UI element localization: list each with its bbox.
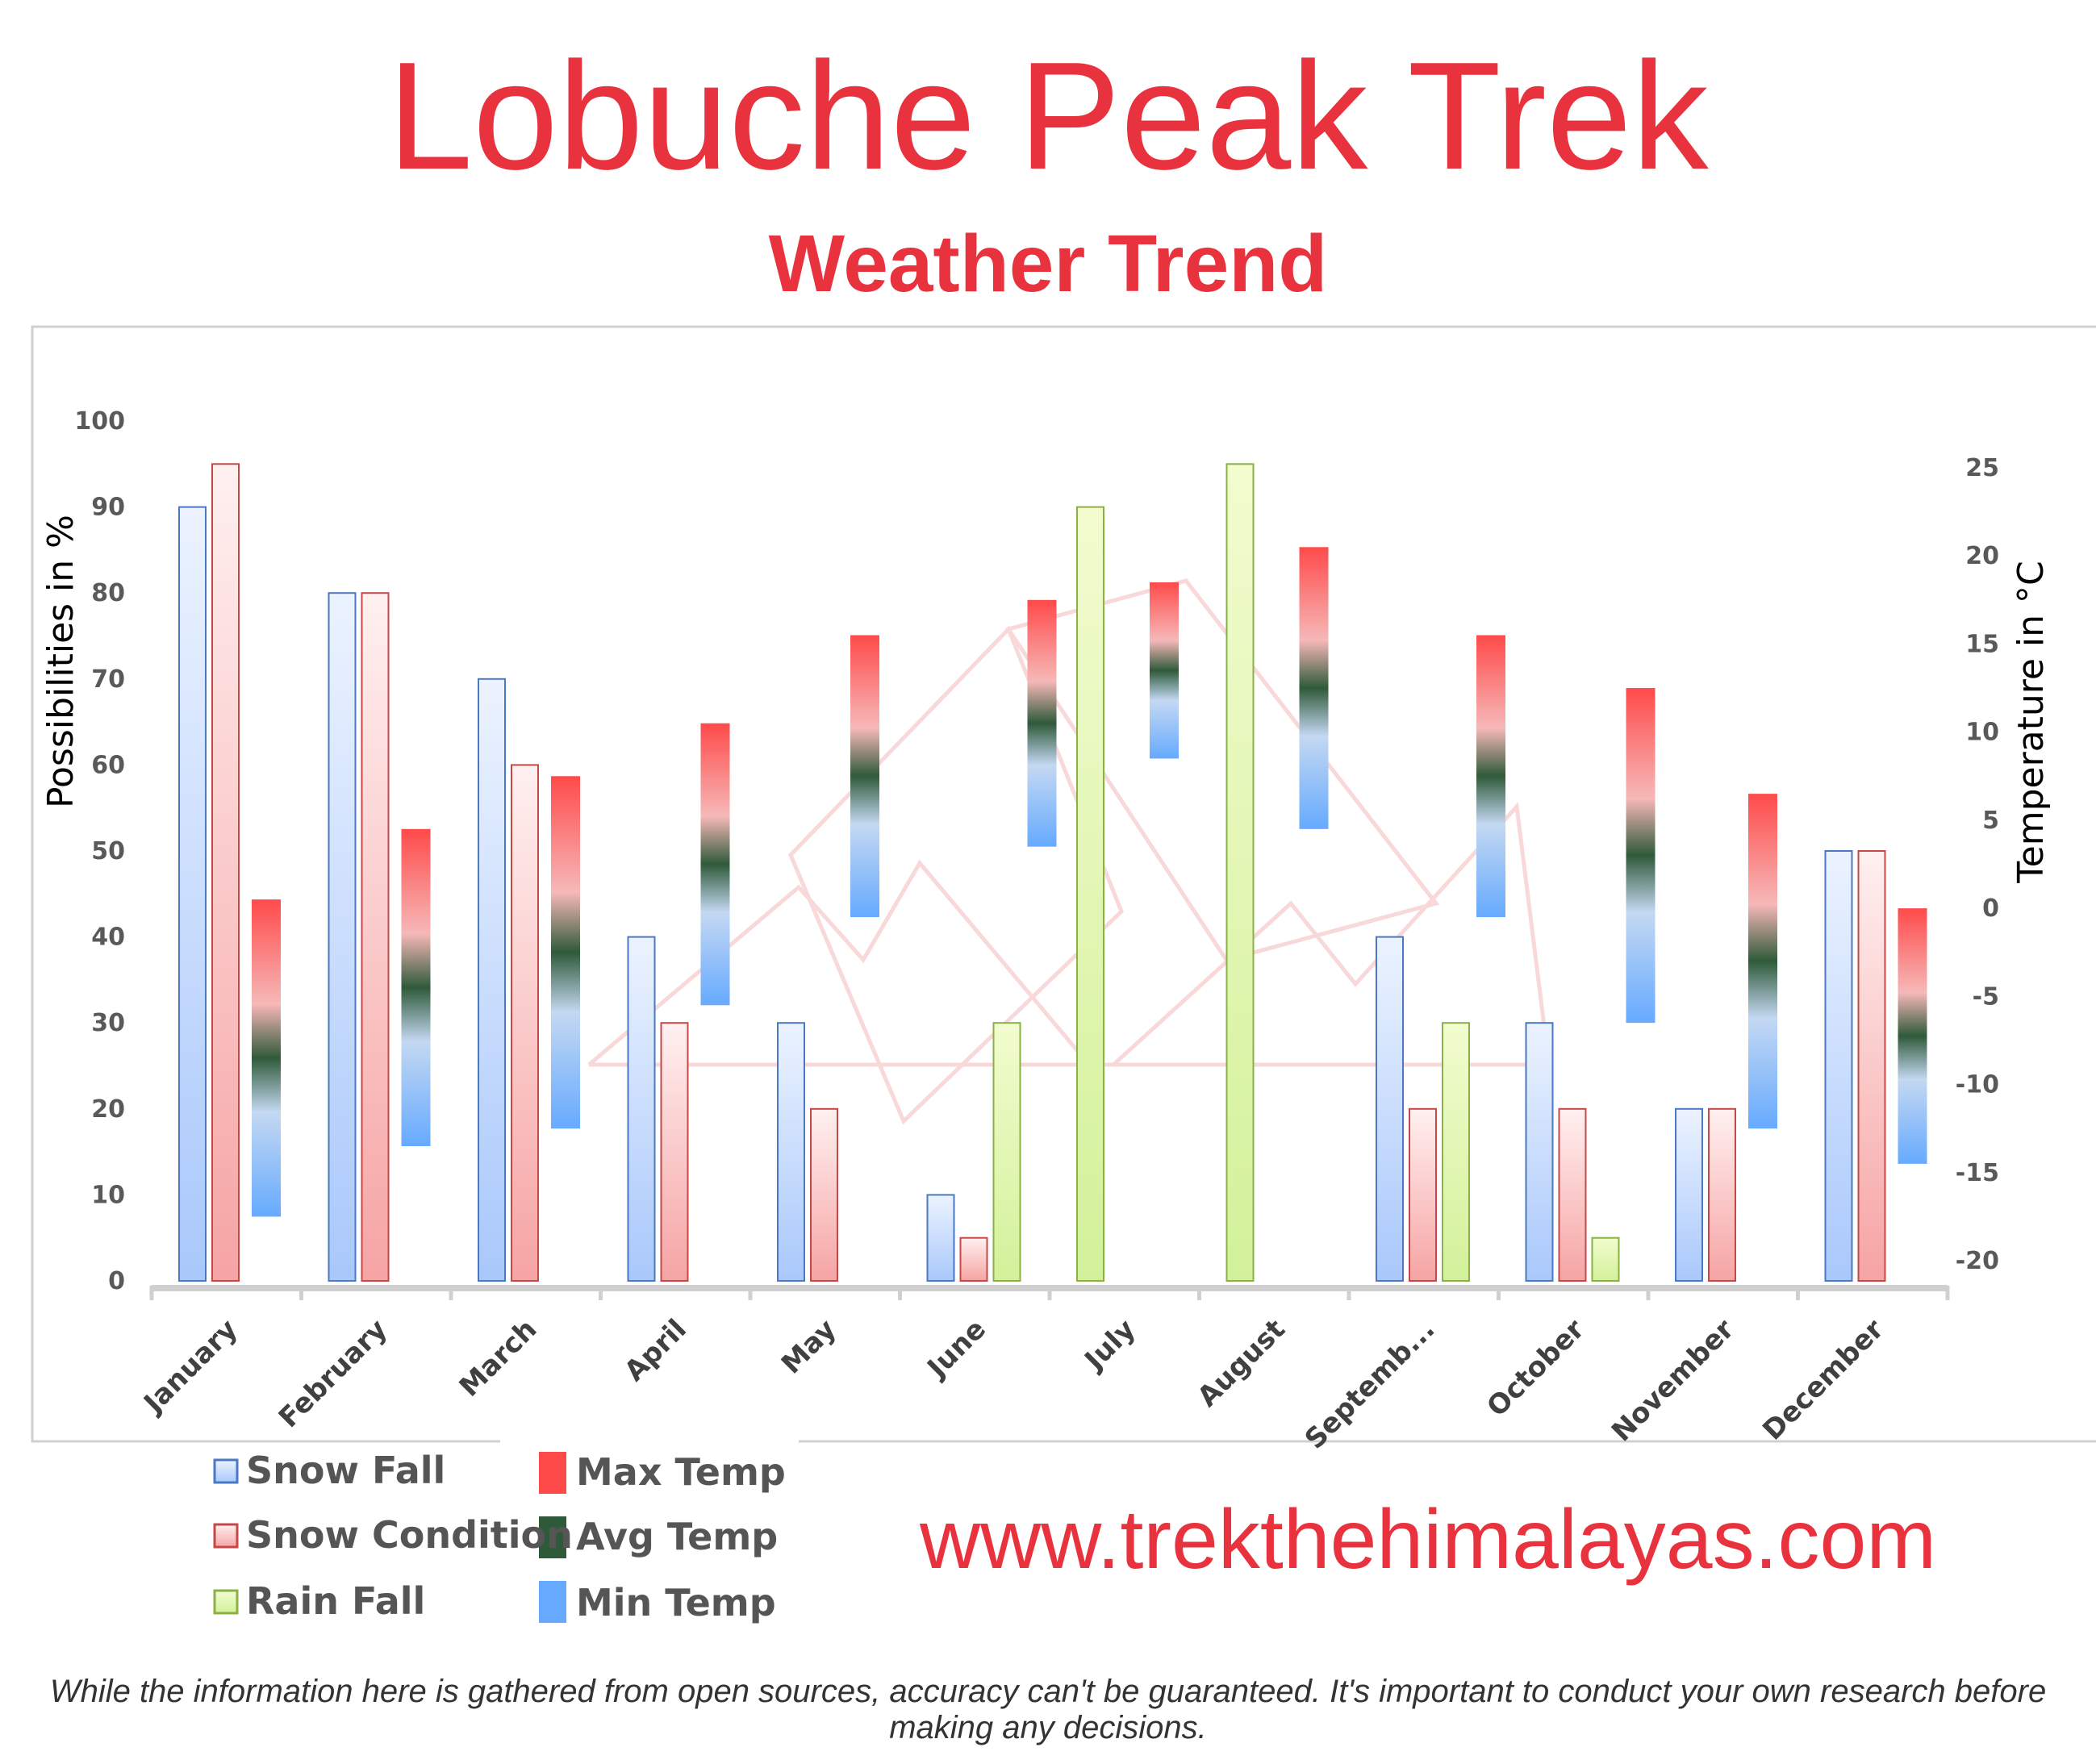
bar-rain-fall-october xyxy=(1591,1236,1620,1282)
bar-snow-condition-septemb xyxy=(1409,1107,1437,1282)
y-tick-label: 20 xyxy=(91,1095,125,1124)
bar-snow-fall-septemb xyxy=(1376,936,1404,1282)
temp-range-january xyxy=(252,899,281,1217)
bar-snow-fall-april xyxy=(627,936,656,1282)
bar-snow-condition-january xyxy=(211,463,240,1282)
temp-range-february xyxy=(401,828,431,1147)
bar-snow-fall-june xyxy=(926,1194,955,1282)
y2-tick-label: 10 xyxy=(1965,719,1999,747)
legend-swatch-avg-temp xyxy=(539,1516,566,1558)
bar-rain-fall-septemb xyxy=(1442,1022,1470,1282)
y-tick-label: 10 xyxy=(91,1181,125,1209)
y-tick-label: 80 xyxy=(91,579,125,607)
disclaimer-text: While the information here is gathered f… xyxy=(49,1674,2047,1745)
y2-tick-label: 15 xyxy=(1965,630,1999,658)
page-title: Lobuche Peak Trek xyxy=(387,31,1709,202)
y2-axis-label: Temperature in °C xyxy=(2010,561,2052,884)
bar-rain-fall-july xyxy=(1076,506,1104,1282)
bar-snow-condition-april xyxy=(660,1022,689,1282)
y2-tick-label: 25 xyxy=(1965,454,1999,482)
temp-range-march xyxy=(551,776,580,1129)
temp-range-april xyxy=(700,723,730,1006)
bar-snow-condition-february xyxy=(361,592,390,1282)
bar-snow-fall-march xyxy=(478,678,506,1282)
bar-snow-condition-june xyxy=(959,1236,988,1282)
y2-tick-label: -10 xyxy=(1956,1071,1999,1099)
temp-range-june xyxy=(1027,599,1057,847)
y2-tick-label: -20 xyxy=(1956,1247,1999,1275)
legend-swatch-snow-fall xyxy=(213,1458,239,1484)
y2-tick-label: 0 xyxy=(1982,895,1999,923)
bar-snow-fall-october xyxy=(1525,1022,1554,1282)
legend-swatch-max-temp xyxy=(539,1452,566,1494)
y-tick-label: 40 xyxy=(91,924,125,952)
temp-range-may xyxy=(850,635,879,918)
bar-snow-fall-november xyxy=(1675,1107,1703,1282)
temp-range-october xyxy=(1626,688,1656,1024)
legend-label-snow-fall: Snow Fall xyxy=(246,1449,446,1492)
temp-range-december xyxy=(1898,908,1927,1164)
bar-snow-condition-december xyxy=(1857,850,1886,1282)
y2-tick-label: 20 xyxy=(1965,542,1999,570)
y2-tick-label: -15 xyxy=(1956,1159,1999,1187)
legend-swatch-snow-condition xyxy=(213,1523,239,1549)
bar-snow-fall-may xyxy=(777,1022,805,1282)
legend-swatch-rain-fall xyxy=(213,1589,239,1615)
y2-tick-labels: -20 -15 -10 -5 0 5 10 15 20 25 xyxy=(1956,454,1999,1275)
legend xyxy=(213,1452,566,1623)
legend-label-snow-condition: Snow Condition xyxy=(246,1513,573,1557)
legend-swatch-min-temp xyxy=(539,1581,566,1623)
y2-tick-label: -5 xyxy=(1973,982,1999,1011)
y-tick-label: 90 xyxy=(91,494,125,522)
temp-range-july xyxy=(1150,582,1179,759)
y-axis-label: Possibilities in % xyxy=(40,515,81,808)
legend-label-rain-fall: Rain Fall xyxy=(246,1579,426,1623)
bar-rain-fall-june xyxy=(992,1022,1021,1282)
x-ticks xyxy=(149,1286,1950,1300)
legend-label-avg-temp: Avg Temp xyxy=(576,1515,779,1558)
bar-snow-condition-october xyxy=(1558,1107,1587,1282)
y-tick-labels: 0 10 20 30 40 50 60 70 80 90 100 xyxy=(74,407,125,1295)
bar-snow-condition-november xyxy=(1708,1107,1736,1282)
y-tick-label: 100 xyxy=(74,407,125,436)
legend-label-max-temp: Max Temp xyxy=(576,1450,786,1494)
bar-snow-condition-may xyxy=(810,1107,838,1282)
bar-snow-condition-march xyxy=(511,764,539,1282)
y-tick-label: 0 xyxy=(108,1267,125,1295)
y-tick-label: 30 xyxy=(91,1009,125,1037)
y2-tick-label: 5 xyxy=(1982,807,1999,835)
temp-range-november xyxy=(1748,794,1777,1129)
y-tick-label: 60 xyxy=(91,751,125,779)
bar-snow-fall-december xyxy=(1824,850,1853,1282)
website-link[interactable]: www.trekthehimalayas.com xyxy=(920,1493,1936,1587)
bar-snow-fall-january xyxy=(178,506,207,1282)
page-subtitle: Weather Trend xyxy=(768,219,1328,309)
y-tick-label: 50 xyxy=(91,837,125,865)
temp-range-septemb xyxy=(1476,635,1505,918)
bar-rain-fall-august xyxy=(1225,463,1255,1282)
y-tick-label: 70 xyxy=(91,665,125,694)
bars-group xyxy=(178,463,1927,1282)
temp-range-august xyxy=(1299,547,1329,829)
bar-snow-fall-february xyxy=(328,592,357,1282)
legend-label-min-temp: Min Temp xyxy=(576,1581,776,1624)
